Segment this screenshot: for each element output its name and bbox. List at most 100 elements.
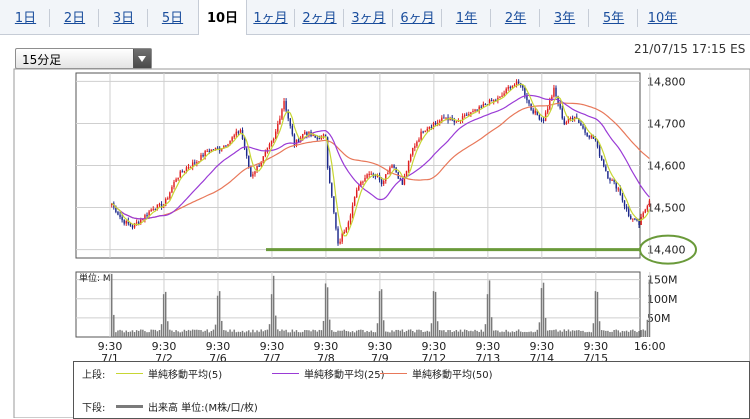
candle-interval-value: 15分足 bbox=[22, 53, 62, 67]
volume-bar bbox=[137, 330, 140, 337]
volume-bar bbox=[262, 331, 265, 337]
volume-bar bbox=[245, 331, 248, 337]
volume-bar bbox=[559, 330, 561, 337]
candle-body bbox=[301, 133, 304, 138]
candle-body bbox=[466, 114, 468, 116]
candle-body bbox=[422, 131, 424, 133]
volume-bar bbox=[308, 330, 310, 337]
volume-bar bbox=[281, 329, 283, 337]
volume-bar bbox=[397, 329, 399, 337]
candle-body bbox=[488, 100, 491, 105]
volume-bar bbox=[387, 331, 389, 337]
volume-bar bbox=[233, 329, 235, 337]
volume-bar bbox=[142, 329, 144, 337]
candle-body bbox=[528, 100, 530, 104]
volume-bar bbox=[214, 324, 217, 337]
volume-bar bbox=[212, 329, 215, 337]
candle-body bbox=[150, 209, 152, 212]
candle-body bbox=[353, 197, 356, 206]
tab-1[interactable]: 1日 bbox=[14, 11, 37, 26]
candle-body bbox=[181, 171, 184, 173]
volume-bar bbox=[349, 332, 352, 337]
candle-body bbox=[146, 215, 148, 217]
volume-bar bbox=[499, 332, 501, 337]
candle-body bbox=[584, 128, 586, 133]
volume-bar bbox=[250, 332, 252, 337]
candle-body bbox=[534, 110, 536, 114]
tab-3[interactable]: 3日 bbox=[112, 11, 135, 26]
volume-bar bbox=[179, 332, 181, 337]
volume-bar bbox=[115, 332, 117, 337]
candle-body bbox=[455, 121, 458, 123]
candle-body bbox=[140, 219, 142, 224]
candle-body bbox=[125, 220, 127, 224]
volume-bar bbox=[189, 330, 192, 337]
volume-bar bbox=[183, 329, 186, 337]
volume-bar bbox=[164, 291, 167, 337]
candle-body bbox=[457, 120, 460, 122]
tab-11[interactable]: 2年 bbox=[504, 11, 527, 26]
tab-5[interactable]: 10日 bbox=[198, 0, 247, 35]
candle-body bbox=[580, 123, 582, 126]
volume-bar bbox=[569, 331, 572, 337]
candle-body bbox=[501, 95, 503, 97]
tab-14[interactable]: 10年 bbox=[647, 11, 678, 26]
volume-bar bbox=[283, 330, 285, 337]
volume-bar bbox=[623, 331, 626, 337]
candle-body bbox=[254, 171, 256, 175]
volume-bar bbox=[646, 319, 649, 337]
candle-body bbox=[526, 95, 528, 101]
volume-bar bbox=[355, 330, 358, 337]
candle-body bbox=[324, 134, 327, 138]
support-level-circle bbox=[639, 234, 697, 265]
tab-7[interactable]: 2ヶ月 bbox=[302, 11, 337, 26]
volume-bar bbox=[426, 330, 429, 337]
volume-bar bbox=[621, 330, 624, 337]
candle-body bbox=[308, 131, 310, 136]
tab-separator bbox=[539, 9, 540, 27]
candle-body bbox=[401, 178, 404, 185]
volume-bar bbox=[306, 330, 308, 337]
volume-bar bbox=[412, 330, 414, 337]
x-tick-time: 9:30 bbox=[529, 340, 554, 353]
tab-10[interactable]: 1年 bbox=[455, 11, 478, 26]
tab-4[interactable]: 5日 bbox=[161, 11, 184, 26]
tab-9[interactable]: 6ヶ月 bbox=[400, 11, 435, 26]
candle-body bbox=[403, 176, 406, 185]
tab-6[interactable]: 1ヶ月 bbox=[253, 11, 288, 26]
tab-8[interactable]: 3ヶ月 bbox=[351, 11, 386, 26]
volume-bar bbox=[480, 329, 482, 337]
volume-bar bbox=[598, 321, 601, 337]
volume-bar bbox=[544, 317, 547, 337]
candle-body bbox=[441, 117, 443, 121]
candle-body bbox=[233, 135, 235, 138]
candle-body bbox=[314, 135, 316, 138]
tab-13[interactable]: 5年 bbox=[602, 11, 625, 26]
tab-2[interactable]: 2日 bbox=[63, 11, 86, 26]
volume-bar bbox=[229, 329, 231, 337]
candle-body bbox=[478, 106, 480, 111]
volume-bar bbox=[482, 331, 485, 337]
volume-bar bbox=[600, 330, 603, 337]
tab-separator bbox=[637, 9, 638, 27]
candle-body bbox=[258, 165, 260, 167]
volume-bar bbox=[447, 330, 449, 337]
volume-bar bbox=[376, 323, 379, 337]
chevron-down-icon[interactable] bbox=[133, 49, 151, 68]
candle-body bbox=[588, 135, 590, 138]
volume-bar bbox=[227, 331, 229, 337]
tab-12[interactable]: 3年 bbox=[553, 11, 576, 26]
candle-body bbox=[615, 181, 617, 189]
candle-body bbox=[345, 227, 348, 232]
volume-tick-label: 50M bbox=[647, 312, 671, 325]
tab-separator bbox=[98, 9, 99, 27]
candle-body bbox=[571, 118, 574, 120]
x-tick-time: 9:30 bbox=[314, 340, 339, 353]
tab-separator bbox=[392, 9, 393, 27]
candle-body bbox=[590, 135, 593, 138]
chart-frame bbox=[13, 68, 750, 418]
volume-bar bbox=[553, 329, 555, 337]
volume-bar bbox=[347, 331, 350, 337]
candle-body bbox=[262, 156, 265, 163]
candle-body bbox=[156, 204, 159, 210]
